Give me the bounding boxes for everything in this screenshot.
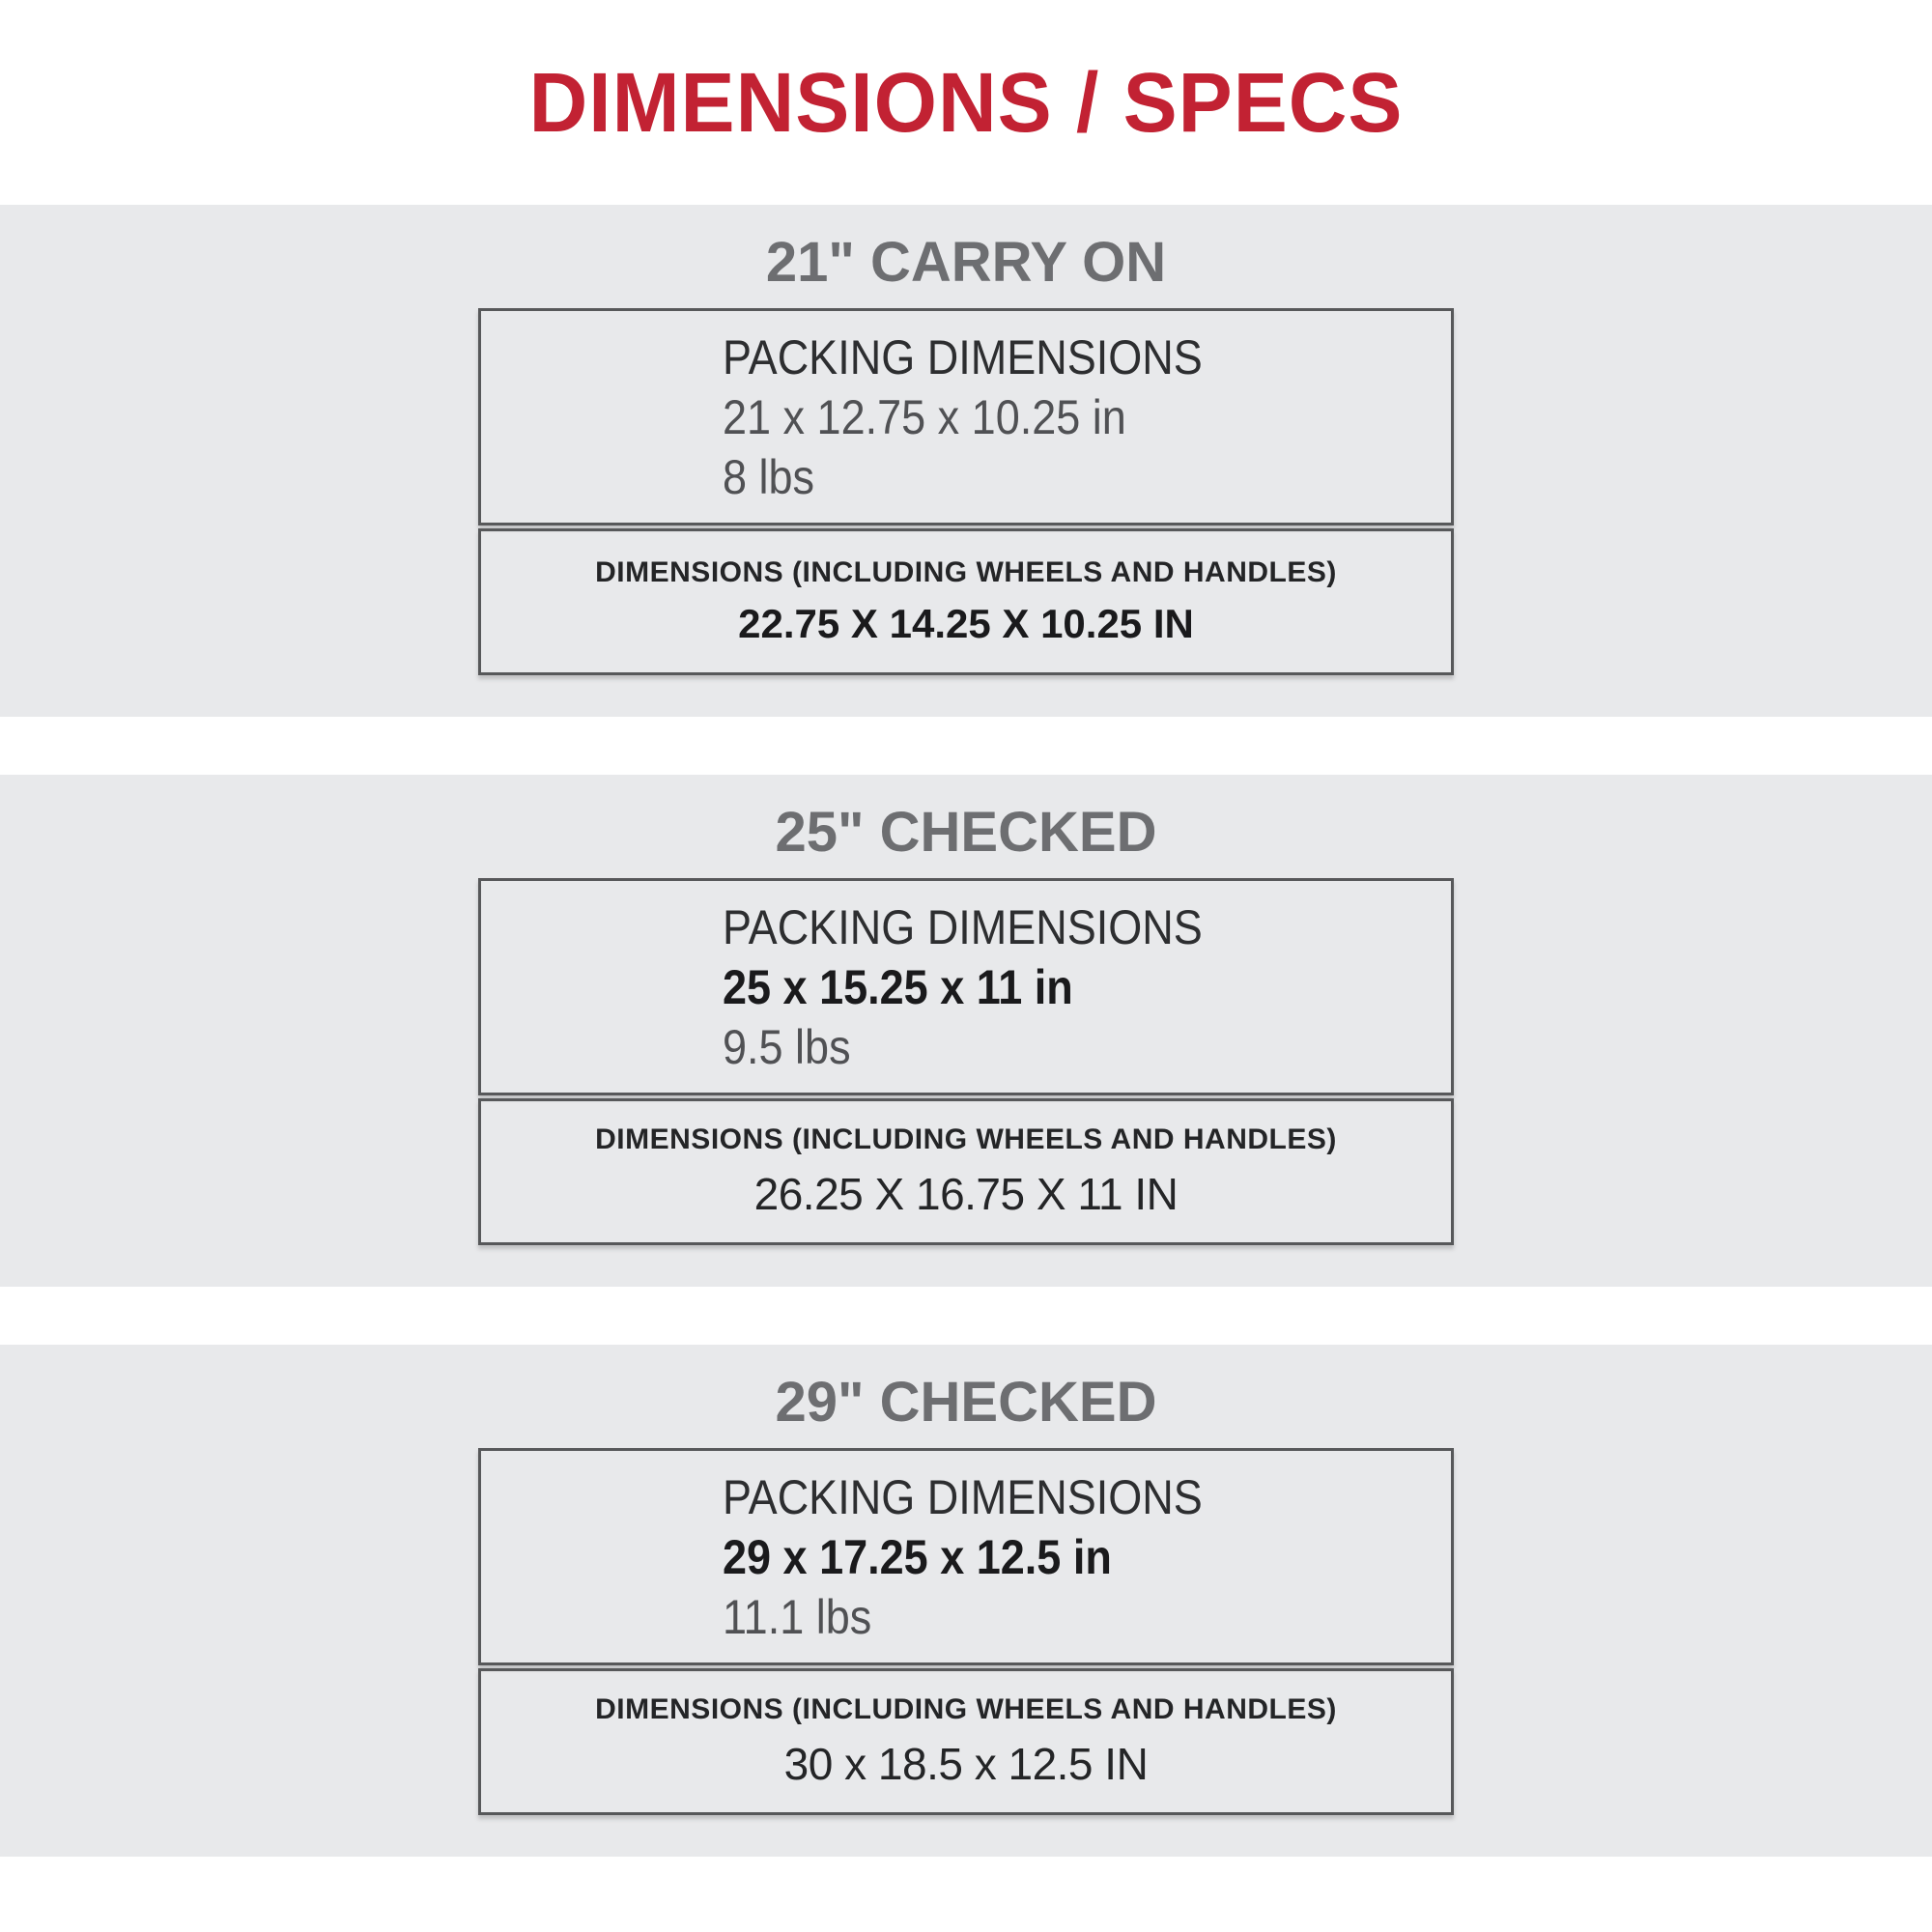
packing-text-block: PACKING DIMENSIONS 29 x 17.25 x 12.5 in … bbox=[723, 1467, 1378, 1647]
overall-dimensions-box: DIMENSIONS (INCLUDING WHEELS AND HANDLES… bbox=[478, 528, 1454, 675]
title-area: DIMENSIONS / SPECS bbox=[0, 0, 1932, 205]
section-29-checked: 29" CHECKED PACKING DIMENSIONS 29 x 17.2… bbox=[0, 1345, 1932, 1857]
packing-dimensions-box: PACKING DIMENSIONS 25 x 15.25 x 11 in 9.… bbox=[478, 878, 1454, 1095]
packing-dimensions-box: PACKING DIMENSIONS 21 x 12.75 x 10.25 in… bbox=[478, 308, 1454, 526]
overall-dimensions-value: 26.25 X 16.75 X 11 IN bbox=[753, 1169, 1179, 1219]
section-21-carry-on: 21" CARRY ON PACKING DIMENSIONS 21 x 12.… bbox=[0, 205, 1932, 717]
overall-dimensions-value: 22.75 X 14.25 X 10.25 IN bbox=[738, 601, 1194, 646]
section-25-checked: 25" CHECKED PACKING DIMENSIONS 25 x 15.2… bbox=[0, 775, 1932, 1287]
packing-dimensions-value: 29 x 17.25 x 12.5 in bbox=[723, 1529, 1112, 1584]
section-header: 29" CHECKED bbox=[775, 1371, 1157, 1434]
spec-table: PACKING DIMENSIONS 29 x 17.25 x 12.5 in … bbox=[478, 1448, 1454, 1815]
spec-table: PACKING DIMENSIONS 25 x 15.25 x 11 in 9.… bbox=[478, 878, 1454, 1245]
packing-text-block: PACKING DIMENSIONS 25 x 15.25 x 11 in 9.… bbox=[723, 897, 1378, 1077]
section-header: 25" CHECKED bbox=[775, 801, 1157, 864]
overall-dimensions-label: DIMENSIONS (INCLUDING WHEELS AND HANDLES… bbox=[595, 1693, 1337, 1725]
packing-dimensions-box: PACKING DIMENSIONS 29 x 17.25 x 12.5 in … bbox=[478, 1448, 1454, 1665]
packing-dimensions-label: PACKING DIMENSIONS bbox=[723, 329, 1203, 384]
packing-text-block: PACKING DIMENSIONS 21 x 12.75 x 10.25 in… bbox=[723, 327, 1378, 507]
overall-dimensions-box: DIMENSIONS (INCLUDING WHEELS AND HANDLES… bbox=[478, 1098, 1454, 1245]
packing-weight-value: 11.1 lbs bbox=[723, 1589, 872, 1644]
packing-weight-value: 9.5 lbs bbox=[723, 1019, 851, 1074]
overall-dimensions-box: DIMENSIONS (INCLUDING WHEELS AND HANDLES… bbox=[478, 1668, 1454, 1815]
overall-dimensions-label: DIMENSIONS (INCLUDING WHEELS AND HANDLES… bbox=[595, 1123, 1337, 1155]
packing-dimensions-value: 21 x 12.75 x 10.25 in bbox=[723, 389, 1126, 444]
packing-dimensions-label: PACKING DIMENSIONS bbox=[723, 899, 1203, 954]
overall-dimensions-value: 30 x 18.5 x 12.5 IN bbox=[783, 1739, 1149, 1789]
packing-dimensions-value: 25 x 15.25 x 11 in bbox=[723, 959, 1073, 1014]
overall-dimensions-label: DIMENSIONS (INCLUDING WHEELS AND HANDLES… bbox=[595, 556, 1337, 588]
packing-weight-value: 8 lbs bbox=[723, 449, 815, 504]
spec-table: PACKING DIMENSIONS 21 x 12.75 x 10.25 in… bbox=[478, 308, 1454, 675]
page-title: DIMENSIONS / SPECS bbox=[528, 54, 1404, 150]
packing-dimensions-label: PACKING DIMENSIONS bbox=[723, 1469, 1203, 1524]
section-header: 21" CARRY ON bbox=[765, 231, 1167, 294]
